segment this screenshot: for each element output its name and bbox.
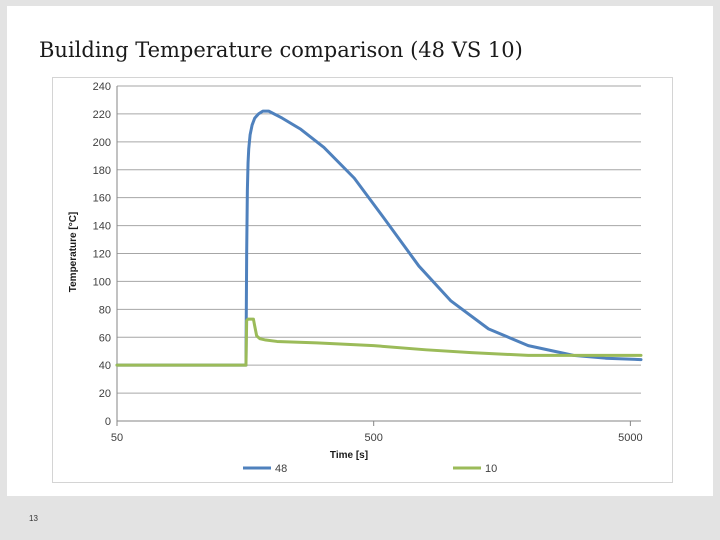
chart-frame: 0 20 40 60 80 100 120 140 160 180 200 220 240 50 500 50… <box>52 77 673 483</box>
legend-label-48: 48 <box>275 463 287 475</box>
slide: Building Temperature comparison (48 VS 1… <box>7 6 713 523</box>
y-tick-label: 160 <box>93 193 111 205</box>
tick-labels: 0 20 40 60 80 100 120 140 160 180 200 220 240 50 500 50… <box>93 81 643 444</box>
y-tick-label: 20 <box>99 388 111 400</box>
x-tick-label: 500 <box>365 432 383 444</box>
x-tick-label: 5000 <box>618 432 642 444</box>
page-number: 13 <box>29 514 38 523</box>
x-axis-label: Time [s] <box>330 450 368 461</box>
y-tick-label: 60 <box>99 332 111 344</box>
series-line-10 <box>115 317 643 367</box>
axes <box>116 86 641 426</box>
series-lines <box>115 109 643 367</box>
y-tick-label: 220 <box>93 109 111 121</box>
y-tick-label: 200 <box>93 137 111 149</box>
temperature-chart: 0 20 40 60 80 100 120 140 160 180 200 220 240 50 500 50… <box>68 81 643 475</box>
slide-title: Building Temperature comparison (48 VS 1… <box>39 38 523 62</box>
legend-label-10: 10 <box>485 463 497 475</box>
y-axis-label: Temperature [°C] <box>68 212 79 293</box>
x-tick-label: 50 <box>111 432 123 444</box>
y-tick-label: 100 <box>93 276 111 288</box>
legend: 48 10 <box>243 463 497 475</box>
y-tick-label: 80 <box>99 304 111 316</box>
y-tick-label: 0 <box>105 416 111 428</box>
y-tick-label: 180 <box>93 165 111 177</box>
y-tick-label: 140 <box>93 221 111 233</box>
y-tick-label: 120 <box>93 249 111 261</box>
series-line-48 <box>115 109 643 367</box>
y-tick-label: 240 <box>93 81 111 93</box>
y-tick-label: 40 <box>99 360 111 372</box>
